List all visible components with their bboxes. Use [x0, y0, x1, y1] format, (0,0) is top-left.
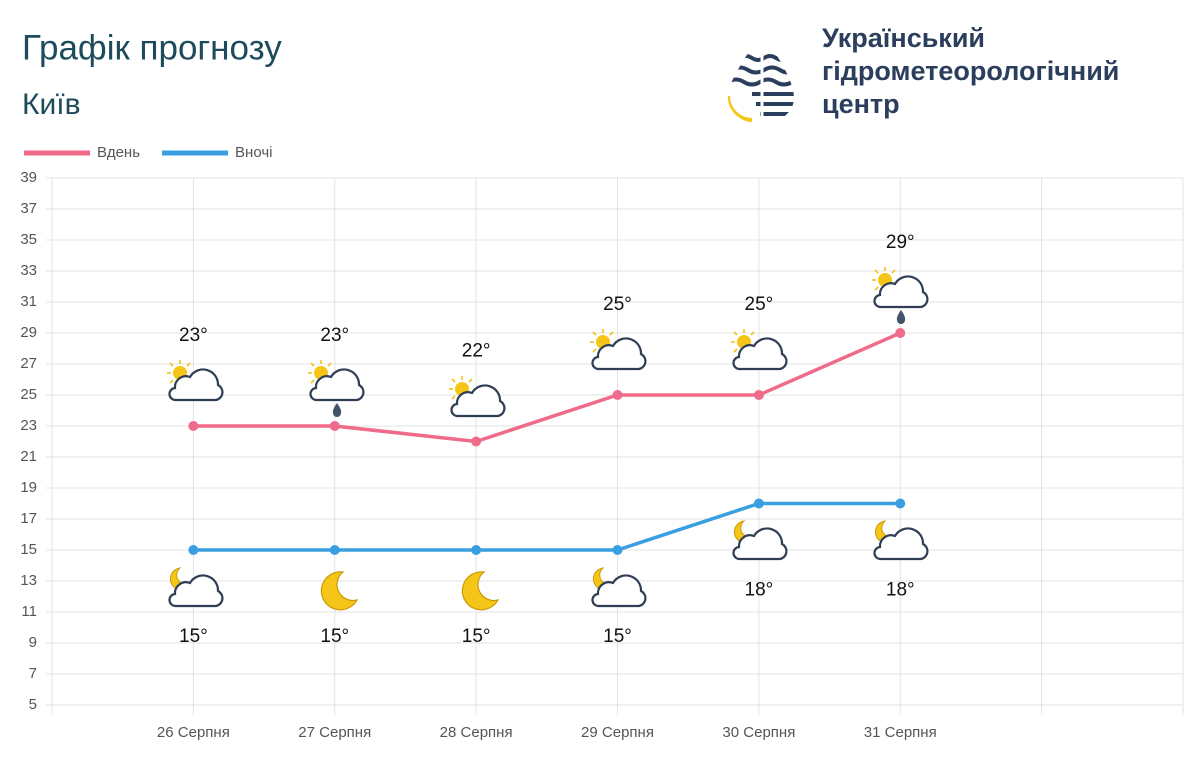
- weather-icon: [167, 360, 222, 400]
- value-label: 22°: [462, 341, 491, 362]
- weather-icons: [167, 267, 927, 611]
- x-tick-label: 29 Серпня: [581, 724, 654, 741]
- y-tick-label: 13: [20, 572, 37, 589]
- value-label: 23°: [179, 325, 208, 346]
- y-tick-label: 23: [20, 417, 37, 434]
- weather-icon: [733, 521, 786, 559]
- value-label: 25°: [603, 294, 632, 315]
- data-point: [329, 421, 340, 431]
- legend: Вдень Вночі: [24, 144, 272, 161]
- y-tick-label: 25: [20, 386, 37, 403]
- y-tick-label: 17: [20, 510, 37, 527]
- weather-icon: [461, 571, 499, 611]
- y-tick-label: 21: [20, 448, 37, 465]
- data-point: [612, 545, 623, 555]
- value-label: 29°: [886, 232, 915, 253]
- x-tick-label: 28 Серпня: [440, 724, 513, 741]
- y-tick-label: 15: [20, 541, 37, 558]
- y-tick-label: 7: [29, 665, 37, 682]
- data-point: [188, 545, 199, 555]
- value-label: 18°: [745, 580, 774, 601]
- value-label: 15°: [179, 626, 208, 647]
- weather-icon: [592, 568, 645, 606]
- data-point: [895, 328, 906, 338]
- plot: [188, 328, 906, 555]
- legend-label: Вночі: [235, 144, 272, 161]
- logo-text: центр: [822, 89, 900, 119]
- value-label: 18°: [886, 580, 915, 601]
- logo-text: Український: [822, 23, 985, 53]
- data-point: [471, 436, 482, 447]
- weather-icon: [320, 571, 358, 611]
- y-tick-label: 31: [20, 293, 37, 310]
- legend-label: Вдень: [97, 144, 140, 161]
- y-tick-label: 9: [29, 634, 37, 651]
- value-label: 25°: [745, 294, 774, 315]
- x-tick-label: 26 Серпня: [157, 724, 230, 741]
- grid: 5 7 9 11 13 15 17 19 21 23 25 27 29 31 33 35 37 39 26 Серп…: [20, 169, 1184, 741]
- y-tick-label: 5: [29, 696, 37, 713]
- value-label: 23°: [320, 325, 349, 346]
- y-tick-label: 29: [20, 324, 37, 341]
- y-tick-label: 33: [20, 262, 37, 279]
- weather-icon: [872, 267, 927, 324]
- y-tick-label: 27: [20, 355, 37, 372]
- weather-icon: [874, 521, 927, 559]
- series-line: [193, 331, 901, 444]
- value-labels: 23° 23° 22° 25° 25° 29° 15° 15° 15° 15° 18° 18°: [179, 232, 915, 647]
- page-title: Графік прогнозу: [22, 28, 282, 67]
- data-point: [753, 498, 764, 509]
- data-point: [329, 545, 340, 555]
- value-label: 15°: [462, 626, 491, 647]
- data-point: [612, 390, 623, 400]
- x-tick-label: 30 Серпня: [722, 724, 795, 741]
- y-tick-label: 39: [20, 169, 37, 186]
- y-tick-label: 19: [20, 479, 37, 496]
- weather-icon: [308, 360, 363, 417]
- logo-icon: [728, 30, 794, 124]
- weather-icon: [449, 376, 504, 416]
- data-point: [188, 421, 199, 431]
- city-name: Київ: [22, 88, 81, 121]
- data-point: [753, 390, 764, 400]
- x-tick-label: 31 Серпня: [864, 724, 937, 741]
- weather-icon: [169, 568, 222, 606]
- value-label: 15°: [320, 626, 349, 647]
- logo-text: гідрометеорологічний: [822, 56, 1119, 86]
- data-point: [471, 545, 482, 555]
- data-point: [895, 498, 906, 509]
- y-tick-label: 11: [21, 603, 37, 620]
- x-tick-label: 27 Серпня: [298, 724, 371, 741]
- y-tick-label: 35: [20, 231, 37, 248]
- y-tick-label: 37: [20, 200, 37, 217]
- value-label: 15°: [603, 626, 632, 647]
- series-line: [193, 501, 901, 552]
